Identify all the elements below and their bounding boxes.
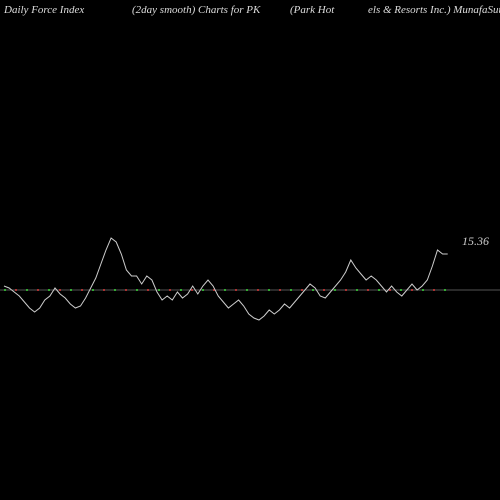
chart-svg	[0, 20, 500, 500]
force-index-chart: 15.36	[0, 20, 500, 500]
chart-header: Daily Force Index (2day smooth) Charts f…	[0, 4, 500, 20]
header-title-3: (Park Hot	[290, 4, 334, 16]
current-value-label: 15.36	[462, 234, 489, 249]
header-title-4: els & Resorts Inc.) MunafaSutra.com	[368, 4, 500, 16]
header-title-2: (2day smooth) Charts for PK	[132, 4, 260, 16]
header-title-1: Daily Force Index	[4, 4, 84, 16]
